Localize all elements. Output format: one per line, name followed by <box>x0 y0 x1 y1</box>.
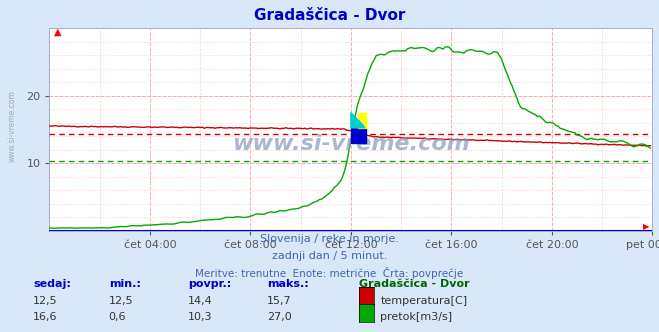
Text: maks.:: maks.: <box>267 279 308 289</box>
Text: Gradaščica - Dvor: Gradaščica - Dvor <box>359 279 470 289</box>
Text: 16,6: 16,6 <box>33 312 57 322</box>
Text: temperatura[C]: temperatura[C] <box>380 296 467 306</box>
Text: 10,3: 10,3 <box>188 312 212 322</box>
Text: zadnji dan / 5 minut.: zadnji dan / 5 minut. <box>272 251 387 261</box>
Text: 27,0: 27,0 <box>267 312 292 322</box>
Text: www.si-vreme.com: www.si-vreme.com <box>8 90 17 162</box>
Text: 12,5: 12,5 <box>33 296 57 306</box>
Text: min.:: min.: <box>109 279 140 289</box>
Text: ▶: ▶ <box>643 222 650 231</box>
Text: pretok[m3/s]: pretok[m3/s] <box>380 312 452 322</box>
Bar <box>351 128 366 143</box>
Text: 15,7: 15,7 <box>267 296 291 306</box>
Text: sedaj:: sedaj: <box>33 279 71 289</box>
Text: 0,6: 0,6 <box>109 312 127 322</box>
Text: povpr.:: povpr.: <box>188 279 231 289</box>
Text: Gradaščica - Dvor: Gradaščica - Dvor <box>254 8 405 23</box>
Polygon shape <box>351 113 366 128</box>
Text: Slovenija / reke in morje.: Slovenija / reke in morje. <box>260 234 399 244</box>
Text: 14,4: 14,4 <box>188 296 213 306</box>
Text: Meritve: trenutne  Enote: metrične  Črta: povprečje: Meritve: trenutne Enote: metrične Črta: … <box>195 267 464 279</box>
Text: www.si-vreme.com: www.si-vreme.com <box>232 134 470 154</box>
Text: ▲: ▲ <box>53 26 61 36</box>
Polygon shape <box>358 113 366 128</box>
Text: 12,5: 12,5 <box>109 296 133 306</box>
Bar <box>358 113 366 128</box>
